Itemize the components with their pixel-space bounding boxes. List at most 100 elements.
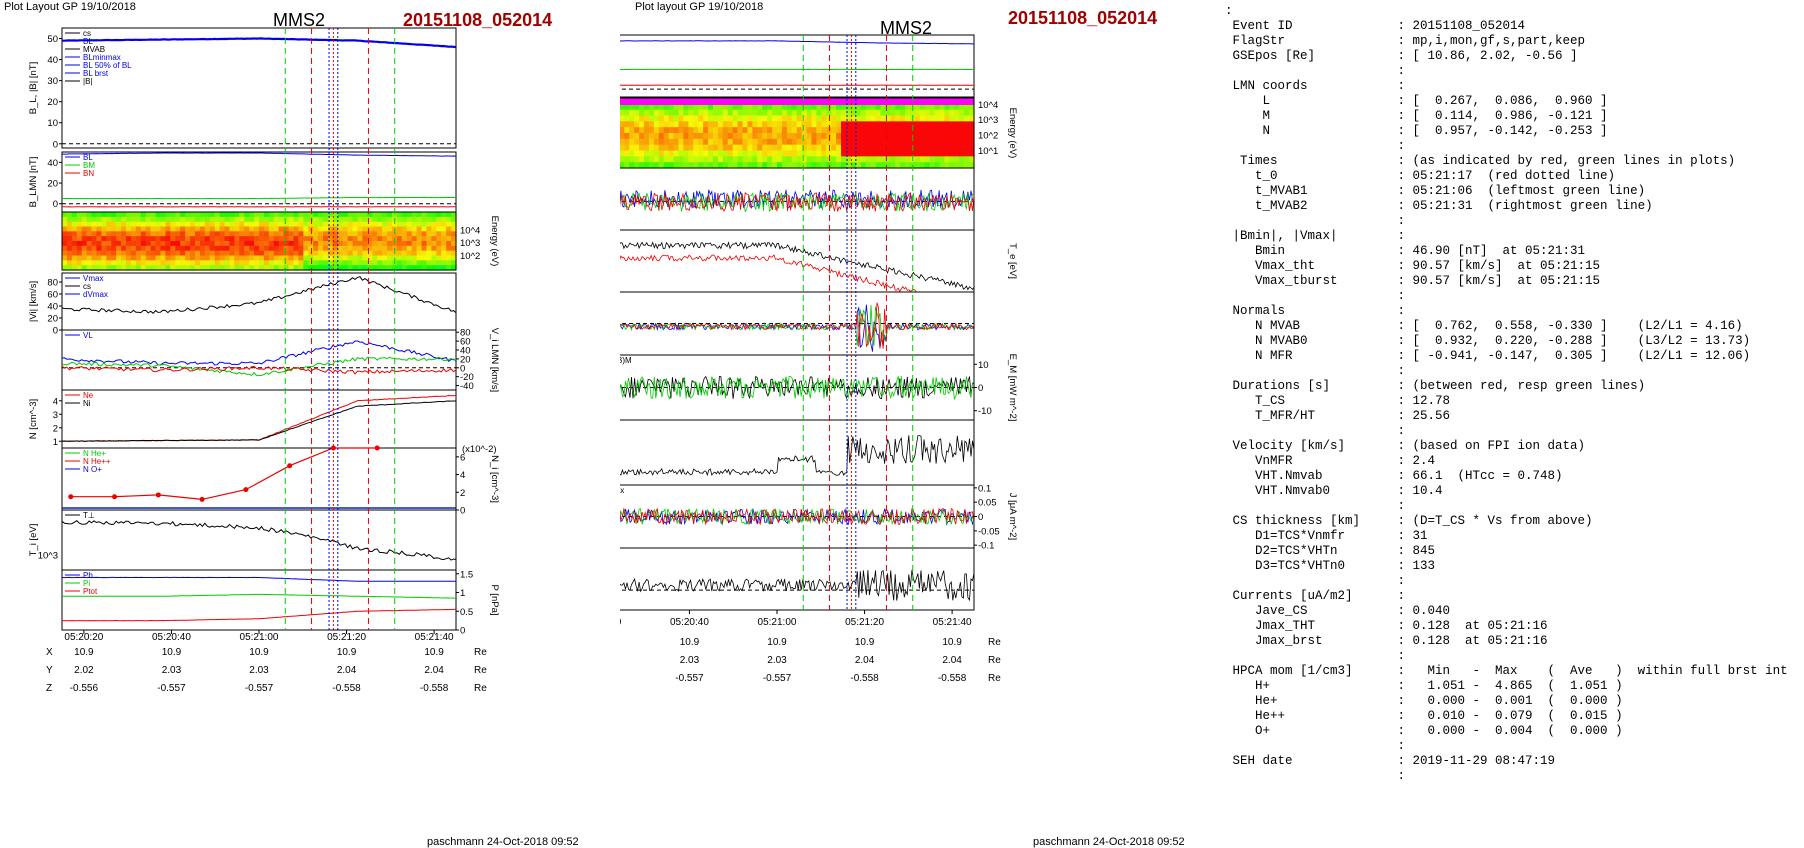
heatmap-cell xyxy=(821,133,827,139)
heatmap-cell xyxy=(170,256,176,261)
heatmap-cell xyxy=(308,212,314,217)
heatmap-cell xyxy=(358,251,364,256)
heatmap-cell xyxy=(856,116,862,122)
heatmap-cell xyxy=(180,260,186,265)
heatmap-cell xyxy=(190,260,196,265)
heatmap-cell xyxy=(718,139,724,145)
y-axis-label: B_L, |B| [nT] xyxy=(28,62,39,114)
info-line: T_MFR/HT : 25.56 xyxy=(1225,409,1795,424)
heatmap-cell xyxy=(664,116,670,122)
heatmap-cell xyxy=(205,222,211,227)
heatmap-cell xyxy=(387,251,393,256)
heatmap-cell xyxy=(254,241,260,246)
heatmap-cell xyxy=(713,133,719,139)
heatmap-cell xyxy=(683,133,689,139)
heatmap-cell xyxy=(348,217,354,222)
heatmap-cell xyxy=(772,156,778,162)
info-line: Bmin : 46.90 [nT] at 05:21:31 xyxy=(1225,244,1795,259)
heatmap-cell xyxy=(905,116,911,122)
heatmap-cell xyxy=(210,256,216,261)
heatmap-cell xyxy=(249,227,255,232)
heatmap-cell xyxy=(136,256,142,261)
heatmap-cell xyxy=(279,241,285,246)
heatmap-cell xyxy=(279,251,285,256)
heatmap-cell xyxy=(259,212,265,217)
marker-lines xyxy=(285,28,394,630)
heatmap-cell xyxy=(708,139,714,145)
heatmap-cell xyxy=(422,236,428,241)
heatmap-cell xyxy=(871,127,877,133)
heatmap-cell xyxy=(436,227,442,232)
heatmap-cell xyxy=(949,116,955,122)
heatmap-cell xyxy=(436,222,442,227)
y-tick-label: -0.05 xyxy=(978,526,1000,537)
y-tick-label: 0.05 xyxy=(978,498,997,509)
heatmap-cell xyxy=(215,246,221,251)
heatmap-cell xyxy=(915,139,921,145)
heatmap-cell xyxy=(151,236,157,241)
heatmap-cell xyxy=(802,110,808,116)
heatmap-cell xyxy=(644,156,650,162)
y-axis-label: |Vi| [km/s] xyxy=(28,281,39,322)
heatmap-cell xyxy=(180,212,186,217)
heatmap-cell xyxy=(279,256,285,261)
heatmap-cell xyxy=(446,227,452,232)
heatmap-cell xyxy=(116,251,122,256)
heatmap-cell xyxy=(353,212,359,217)
heatmap-cell xyxy=(106,227,112,232)
heatmap-cell xyxy=(185,256,191,261)
heatmap-cell xyxy=(688,110,694,116)
heatmap-cell xyxy=(106,231,112,236)
heatmap-cell xyxy=(703,121,709,127)
heatmap-cell xyxy=(249,246,255,251)
position-value: 10.9 xyxy=(942,637,962,648)
heatmap-cell xyxy=(407,231,413,236)
heatmap-cell xyxy=(431,251,437,256)
heatmap-cell xyxy=(264,236,270,241)
heatmap-cell xyxy=(229,256,235,261)
heatmap-cell xyxy=(249,260,255,265)
heatmap-cell xyxy=(876,156,882,162)
heatmap-cell xyxy=(170,227,176,232)
y-tick-label: 20 xyxy=(47,97,58,108)
heatmap-cell xyxy=(62,246,68,251)
y-tick-label: 0.5 xyxy=(460,607,473,618)
heatmap-cell xyxy=(871,156,877,162)
x-tick-label: 05:21:00 xyxy=(758,617,797,628)
heatmap-cell xyxy=(949,133,955,139)
heatmap-cell xyxy=(131,241,137,246)
x-tick-label: 05:21:40 xyxy=(933,617,972,628)
info-line: Times : (as indicated by red, green line… xyxy=(1225,154,1795,169)
heatmap-cell xyxy=(101,260,107,265)
heatmap-cell xyxy=(407,236,413,241)
heatmap-cell xyxy=(925,127,931,133)
heatmap-cell xyxy=(733,121,739,127)
x-tick-label: 05:20:20 xyxy=(64,632,103,643)
heatmap-cell xyxy=(382,251,388,256)
heatmap-cell xyxy=(747,116,753,122)
heatmap-cell xyxy=(87,256,93,261)
heatmap-cell xyxy=(402,251,408,256)
heatmap-cell xyxy=(659,121,665,127)
heatmap-cell xyxy=(156,241,162,246)
heatmap-cell xyxy=(151,241,157,246)
heatmap-cell xyxy=(200,222,206,227)
heatmap-cell xyxy=(688,139,694,145)
heatmap-cell xyxy=(441,241,447,246)
heatmap-cell xyxy=(797,139,803,145)
heatmap-cell xyxy=(239,217,245,222)
heatmap-cell xyxy=(930,145,936,151)
heatmap-cell xyxy=(738,110,744,116)
heatmap-cell xyxy=(718,133,724,139)
heatmap-cell xyxy=(106,222,112,227)
heatmap-cell xyxy=(141,227,147,232)
heatmap-cell xyxy=(96,227,102,232)
heatmap-cell xyxy=(259,236,265,241)
heatmap-cell xyxy=(920,110,926,116)
info-line: : xyxy=(1225,4,1795,19)
heatmap-cell xyxy=(67,236,73,241)
heatmap-cell xyxy=(141,246,147,251)
heatmap-cell xyxy=(792,121,798,127)
heatmap-cell xyxy=(441,236,447,241)
